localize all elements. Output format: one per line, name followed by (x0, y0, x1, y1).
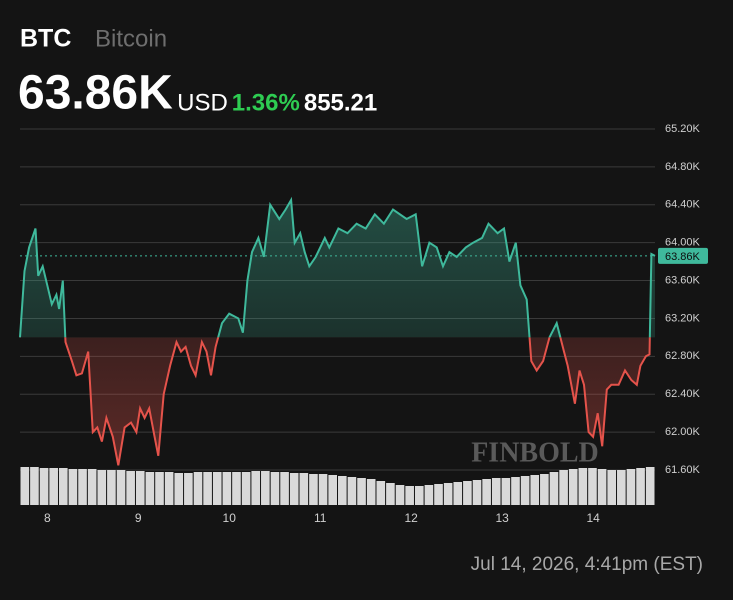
volume-bar (482, 479, 491, 505)
volume-bar (617, 470, 626, 505)
volume-bar (97, 470, 107, 505)
volume-bar (559, 470, 568, 505)
volume-bar (328, 475, 337, 505)
volume-bar (20, 467, 30, 505)
volume-bar (568, 469, 578, 505)
x-tick-label: 13 (495, 511, 509, 525)
volume-bar (597, 469, 607, 505)
asset-name: Bitcoin (95, 25, 167, 52)
x-tick-label: 14 (586, 511, 600, 525)
volume-bar (39, 468, 49, 505)
volume-bar (645, 467, 655, 505)
y-tick-label: 61.60K (665, 464, 701, 476)
volume-bar (222, 472, 232, 505)
volume-bar (588, 468, 597, 505)
volume-bar (116, 470, 126, 505)
volume-bar (289, 473, 299, 505)
volume-bar (58, 468, 68, 505)
y-tick-label: 62.00K (665, 426, 701, 438)
volume-bar (107, 470, 116, 505)
y-tick-label: 63.60K (665, 274, 701, 286)
timestamp: Jul 14, 2026, 4:41pm (EST) (471, 554, 703, 575)
volume-bar (251, 471, 261, 505)
y-tick-label: 64.40K (665, 199, 701, 211)
watermark: FINBOLD (471, 437, 599, 468)
volume-bar (424, 485, 434, 505)
y-tick-label: 64.00K (665, 237, 701, 249)
volume-bar (357, 478, 366, 505)
volume-bar (212, 472, 222, 505)
volume-bar (491, 478, 501, 505)
y-tick-label: 62.80K (665, 350, 701, 362)
area-down (20, 337, 655, 466)
y-tick-label: 62.40K (665, 388, 701, 400)
volume-bar (232, 472, 241, 505)
y-tick-label: 63.20K (665, 312, 701, 324)
volume-bar (78, 469, 87, 505)
volume-bar (443, 483, 453, 505)
volume-bar (164, 472, 174, 505)
y-tick-label: 65.20K (665, 123, 701, 135)
volume-bar (636, 468, 645, 505)
volume-bar (299, 473, 309, 505)
volume-bar (607, 470, 617, 505)
volume-bar (261, 471, 270, 505)
x-tick-label: 9 (135, 511, 142, 525)
volume-bar (184, 473, 193, 505)
volume-bar (347, 477, 357, 505)
volume-bar (318, 474, 328, 505)
volume-bar (434, 484, 443, 505)
volume-bar (193, 472, 203, 505)
line-up (19, 196, 656, 338)
change-percent: 1.36% (232, 89, 300, 116)
volume-bar (30, 467, 39, 505)
volume-bar (155, 472, 164, 505)
volume-bar (626, 469, 636, 505)
volume-bar (501, 478, 511, 505)
change: 855.21 (304, 89, 377, 116)
volume-bar (309, 474, 318, 505)
volume-bar (376, 481, 386, 505)
last-price-tag (658, 247, 708, 264)
volume-bar (145, 472, 155, 505)
price: 63.86K (18, 67, 173, 120)
symbol: BTC (20, 25, 71, 53)
volume-bar (540, 474, 549, 505)
volume-bar (270, 472, 280, 505)
volume-bar (530, 475, 540, 505)
x-tick-label: 8 (44, 511, 51, 525)
volume-bar (405, 486, 414, 505)
currency: USD (177, 89, 228, 116)
volume-bar (68, 469, 78, 505)
volume-bar (549, 472, 559, 505)
last-price-label: 63.86K (665, 251, 701, 263)
volume-bar (453, 482, 463, 505)
volume-bar (366, 479, 376, 505)
x-tick-label: 11 (314, 511, 327, 525)
volume-bar (241, 472, 251, 505)
volume-bar (135, 471, 145, 505)
volume-bar (511, 477, 520, 505)
volume-bar (87, 469, 97, 505)
area-up (20, 200, 655, 338)
volume-bar (414, 486, 424, 505)
volume-bar (338, 476, 347, 505)
volume-bar (174, 473, 184, 505)
volume-bar (463, 481, 472, 505)
volume-bar (49, 468, 58, 505)
volume-bar (520, 476, 530, 505)
volume-bar (126, 471, 135, 505)
x-tick-label: 10 (223, 511, 237, 525)
volume-bar (280, 472, 289, 505)
volume-bar (472, 480, 482, 505)
x-tick-label: 12 (405, 511, 419, 525)
volume-bar (578, 468, 588, 505)
line-down (19, 337, 651, 466)
volume-bar (203, 472, 212, 505)
volume-bar (395, 485, 405, 505)
y-tick-label: 64.80K (665, 161, 701, 173)
volume-bar (386, 483, 395, 505)
